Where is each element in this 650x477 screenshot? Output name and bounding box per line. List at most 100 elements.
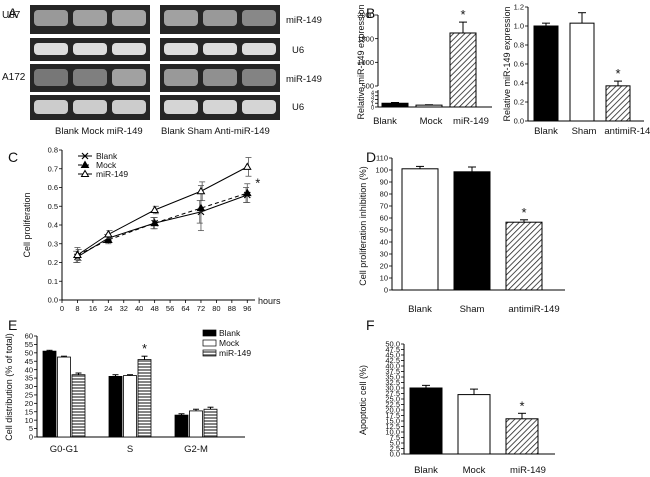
F-ytick-label-11: 27.5	[385, 389, 400, 398]
C-legend-marker-2	[80, 169, 90, 177]
C-point-1-1	[103, 235, 113, 243]
C-xtick-label-5: 40	[135, 304, 143, 313]
B2-ytick-label-3: 0.6	[514, 60, 524, 69]
C-xtick-label-2: 16	[89, 304, 97, 313]
C-series-line-1	[77, 192, 248, 256]
F-ytick-label-2: 5.0	[390, 439, 400, 448]
E-ytick-label-7: 35	[25, 374, 33, 383]
C-legend-marker-0	[81, 152, 89, 160]
D-ytick-label-7: 70	[380, 202, 388, 211]
C-ytick-label-1: 0.1	[48, 277, 58, 286]
D-bar-0	[401, 168, 439, 291]
B1-ylabel: Relative miR-149 expression	[356, 4, 366, 119]
F-ytick-label-20: 50.0	[385, 340, 400, 349]
C-xtick-label-6: 48	[150, 304, 158, 313]
gel-band-r1-s0-l2	[112, 43, 146, 55]
E-ytick-label-5: 25	[25, 391, 33, 400]
gel-band-r2-s1-l1	[203, 69, 237, 86]
panel-label-f: F	[366, 317, 375, 333]
gel-band-r2-s0-l2	[112, 69, 146, 86]
E-bar-2-1	[189, 410, 203, 438]
gel-row-label-u6-2: U6	[292, 102, 304, 113]
E-star: *	[142, 341, 147, 356]
D-ytick-label-4: 40	[380, 238, 388, 247]
C-xtick-label-9: 72	[197, 304, 205, 313]
C-xtick-label-12: 96	[243, 304, 251, 313]
C-ytick-label-4: 0.4	[48, 221, 58, 230]
gel-lane-labels-left: Blank Mock miR-149	[55, 126, 143, 137]
D-ytick-label-5: 50	[380, 226, 388, 235]
B1-bar-0	[381, 102, 409, 108]
F-category-1: Mock	[463, 465, 486, 476]
C-xtick-label-4: 32	[120, 304, 128, 313]
F-category-0: Blank	[414, 465, 438, 476]
B2-ytick-label-5: 1.0	[514, 22, 524, 31]
gel-band-r3-s0-l0	[34, 100, 68, 114]
E-bar-1-2	[137, 359, 152, 438]
gel-row-label-mir149-1: miR-149	[286, 15, 322, 26]
C-legend-label-2: miR-149	[96, 169, 128, 179]
E-bar-0-1	[57, 356, 71, 438]
F-bar-1	[457, 394, 491, 455]
D-category-1: Sham	[460, 304, 485, 315]
F-ytick-label-8: 20.0	[385, 406, 400, 415]
C-xlabel: hours	[258, 296, 281, 306]
gel-band-r0-s1-l0	[164, 10, 198, 26]
E-ytick-label-10: 50	[25, 348, 33, 357]
D-ytick-label-2: 20	[380, 262, 388, 271]
B2-bar-1	[569, 22, 595, 122]
gel-band-r1-s0-l0	[34, 43, 68, 55]
E-ytick-label-8: 40	[25, 365, 33, 374]
gel-band-r3-s1-l1	[203, 100, 237, 114]
gel-band-r3-s1-l2	[242, 100, 276, 114]
gel-band-r2-s0-l1	[73, 69, 107, 86]
C-point-2-4	[242, 162, 252, 170]
gel-band-r1-s1-l0	[164, 43, 198, 55]
E-category-0: G0-G1	[50, 444, 79, 455]
F-ytick-label-10: 25.0	[385, 395, 400, 404]
F-ytick-label-9: 22.5	[385, 400, 400, 409]
B1-bar-2	[449, 32, 477, 108]
F-ytick-label-19: 47.5	[385, 345, 400, 354]
E-legend-label-0: Blank	[219, 328, 241, 338]
gel-band-r1-s0-l1	[73, 43, 107, 55]
B2-star-2: *	[615, 66, 620, 81]
D-ytick-label-11: 110	[376, 154, 388, 163]
D-ytick-label-1: 10	[380, 274, 388, 283]
D-ytick-label-3: 30	[380, 250, 388, 259]
F-bar-2	[505, 418, 539, 455]
gel-band-r1-s1-l1	[203, 43, 237, 55]
B2-bar-0	[533, 25, 559, 122]
E-bar-0-2	[71, 374, 86, 438]
D-ytick-label-6: 60	[380, 214, 388, 223]
C-point-2-3	[196, 186, 206, 195]
D-ytick-label-0: 0	[384, 286, 388, 295]
gel-row-label-u6-1: U6	[292, 45, 304, 56]
C-point-1-4	[242, 188, 252, 197]
C-ytick-label-7: 0.7	[48, 164, 58, 173]
E-ytick-label-4: 20	[25, 399, 33, 408]
B1-ytick-label-1: 1	[371, 102, 374, 108]
B1-ytick-label-2: 2	[371, 98, 374, 104]
B1-category-1: Mock	[420, 116, 443, 127]
B2-ylabel: Relative miR-149 expression	[502, 6, 512, 121]
C-xtick-label-10: 80	[212, 304, 220, 313]
F-ytick-label-3: 7.5	[390, 433, 400, 442]
D-ylabel: Cell proliferation inhibition (%)	[358, 166, 368, 286]
B1-category-0: Blank	[373, 116, 397, 127]
C-star: *	[255, 176, 260, 191]
D-category-2: antimiR-149	[508, 304, 559, 315]
F-ytick-label-18: 45.0	[385, 351, 400, 360]
gel-band-r3-s0-l2	[112, 100, 146, 114]
E-ylabel: Cell distribution (% of total)	[4, 333, 14, 441]
panel-label-a: A	[8, 5, 18, 21]
B1-ytick-label-0: 0	[371, 106, 374, 112]
B2-ytick-label-4: 0.8	[514, 41, 524, 50]
C-point-2-0	[73, 250, 82, 258]
E-ytick-label-9: 45	[25, 357, 33, 366]
F-ytick-label-14: 35.0	[385, 373, 400, 382]
F-ytick-label-16: 40.0	[385, 362, 400, 371]
D-category-0: Blank	[408, 304, 432, 315]
